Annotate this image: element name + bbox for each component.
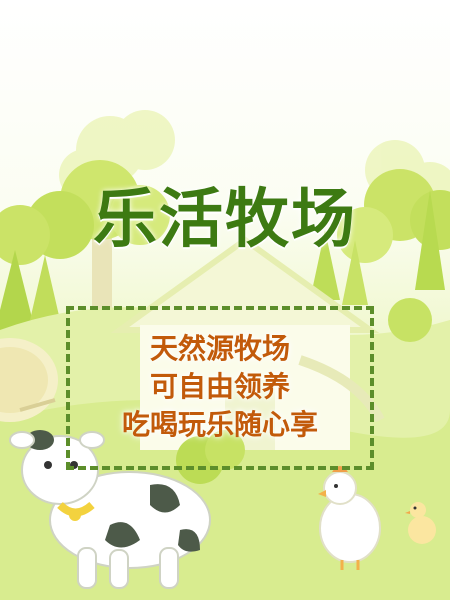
chicken-icon	[318, 466, 381, 570]
slogan-line: 可自由领养	[149, 370, 290, 403]
cow-icon	[9, 430, 211, 589]
tree-icon	[0, 250, 60, 330]
hay-bale-icon	[0, 338, 58, 422]
chick-icon	[405, 502, 436, 544]
poster-title: 乐活牧场	[93, 183, 357, 257]
slogan-line: 天然源牧场	[149, 332, 290, 365]
bush	[176, 298, 432, 484]
slogan-text: 天然源牧场 可自由领养 吃喝玩乐随心享	[70, 330, 370, 444]
dashed-frame	[66, 306, 374, 470]
slogan-line: 吃喝玩乐随心享	[121, 408, 318, 441]
tree-icon	[310, 169, 450, 305]
